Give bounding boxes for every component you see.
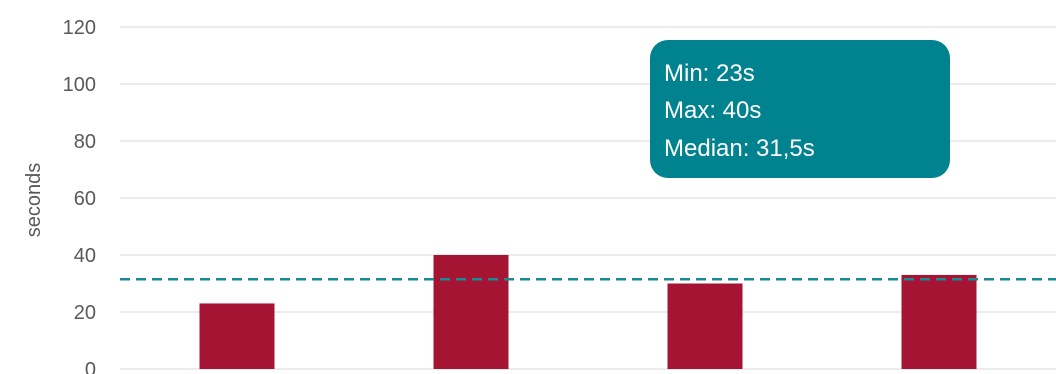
bar-4 bbox=[901, 274, 977, 369]
annotation-line-max: Max: 40s bbox=[664, 97, 761, 124]
annotation-line-min: Min: 23s bbox=[664, 60, 755, 87]
y-tick-label-120: 120 bbox=[63, 17, 96, 39]
bar-3 bbox=[667, 283, 743, 369]
annotation-line-median: Median: 31,5s bbox=[664, 135, 815, 162]
gridlines bbox=[120, 26, 1056, 370]
annotation-background bbox=[650, 40, 950, 178]
bar-1 bbox=[199, 303, 275, 369]
y-tick-label-20: 20 bbox=[74, 302, 96, 324]
bars bbox=[199, 255, 977, 369]
y-tick-label-100: 100 bbox=[63, 74, 96, 96]
annotation-box: Min: 23s Max: 40s Median: 31,5s bbox=[650, 40, 950, 178]
y-tick-label-80: 80 bbox=[74, 131, 96, 153]
y-axis-title: seconds bbox=[23, 163, 45, 238]
y-axis-ticks: 0 20 40 60 80 100 120 bbox=[63, 17, 96, 374]
y-tick-label-0: 0 bbox=[85, 359, 96, 374]
y-tick-label-60: 60 bbox=[74, 188, 96, 210]
y-tick-label-40: 40 bbox=[74, 245, 96, 267]
bar-2 bbox=[433, 255, 509, 369]
